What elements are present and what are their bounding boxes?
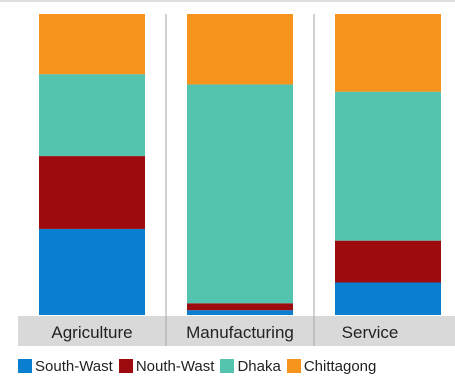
bar-south-wast-service [335, 282, 441, 315]
bar-south-wast-manufacturing [187, 310, 293, 315]
bar-chittagong-agriculture [39, 14, 145, 75]
bar-nouth-wast-agriculture [39, 156, 145, 229]
bar-south-wast-agriculture [39, 228, 145, 315]
legend-item: Chittagong [286, 357, 377, 375]
category-label-agriculture: Agriculture [51, 323, 132, 342]
legend-label: South-Wast [35, 357, 113, 375]
bar-chittagong-manufacturing [187, 14, 293, 85]
bar-nouth-wast-service [335, 240, 441, 283]
bar-dhaka-manufacturing [187, 84, 293, 304]
bar-dhaka-service [335, 91, 441, 241]
legend-item: Nouth-Wast [118, 357, 215, 375]
legend-swatch [286, 359, 301, 373]
legend-label: Chittagong [303, 357, 377, 375]
category-label-manufacturing: Manufacturing [186, 323, 294, 342]
legend-swatch [220, 359, 235, 373]
legend-item: Dhaka [220, 357, 281, 375]
category-label-service: Service [342, 323, 399, 342]
category-label-band [18, 316, 455, 346]
legend-label: Dhaka [237, 357, 281, 375]
legend-item: South-Wast [18, 358, 113, 375]
bar-nouth-wast-manufacturing [187, 303, 293, 311]
legend-swatch [18, 359, 32, 373]
legend: South-Wast Nouth-Wast Dhaka Chittagong [18, 357, 382, 375]
legend-swatch [118, 359, 133, 373]
bar-chittagong-service [335, 14, 441, 92]
bar-dhaka-agriculture [39, 74, 145, 157]
legend-label: Nouth-Wast [135, 357, 215, 375]
